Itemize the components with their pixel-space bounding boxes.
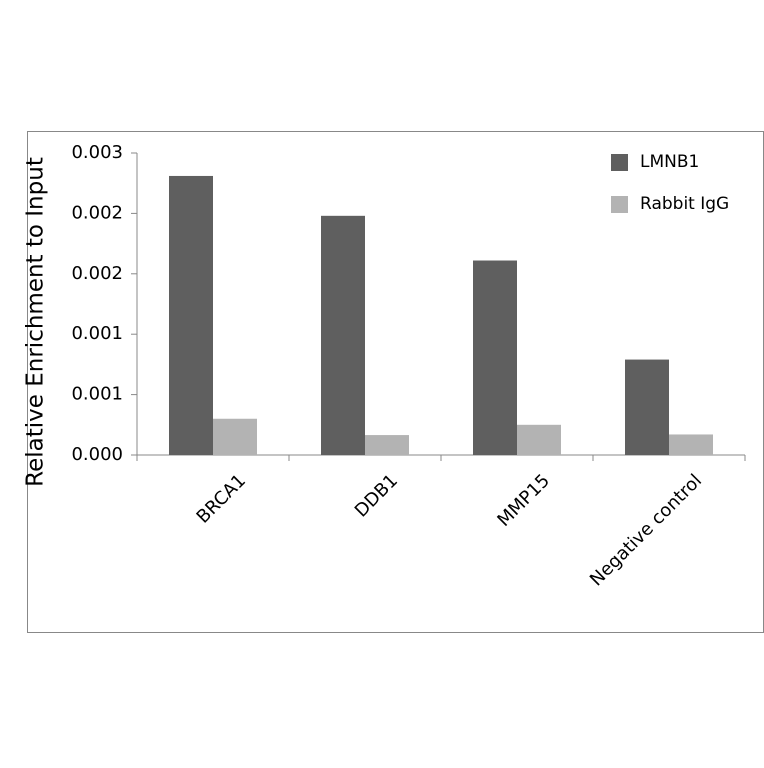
bar	[169, 175, 213, 455]
bar	[321, 215, 365, 455]
x-tick-label: BRCA1	[193, 470, 250, 527]
y-tick-label: 0.003	[71, 142, 123, 163]
y-tick-label: 0.001	[71, 323, 123, 344]
bar	[517, 424, 561, 455]
y-tick-label: 0.001	[71, 384, 123, 405]
x-tick-label: Negative control	[586, 470, 706, 590]
bar	[473, 260, 517, 455]
bar	[213, 418, 257, 455]
bar	[669, 434, 713, 455]
y-tick-label: 0.000	[71, 444, 123, 465]
bar	[365, 435, 409, 455]
legend-swatch	[611, 154, 628, 171]
y-tick-label: 0.002	[71, 263, 123, 284]
y-axis-title: Relative Enrichment to Input	[23, 157, 49, 487]
x-tick-label: DDB1	[351, 470, 402, 521]
legend-swatch	[611, 196, 628, 213]
legend-label: Rabbit IgG	[640, 194, 729, 214]
x-tick-label: MMP15	[493, 470, 554, 531]
legend-label: LMNB1	[640, 152, 699, 172]
y-tick-label: 0.002	[71, 202, 123, 223]
bar	[625, 359, 669, 455]
